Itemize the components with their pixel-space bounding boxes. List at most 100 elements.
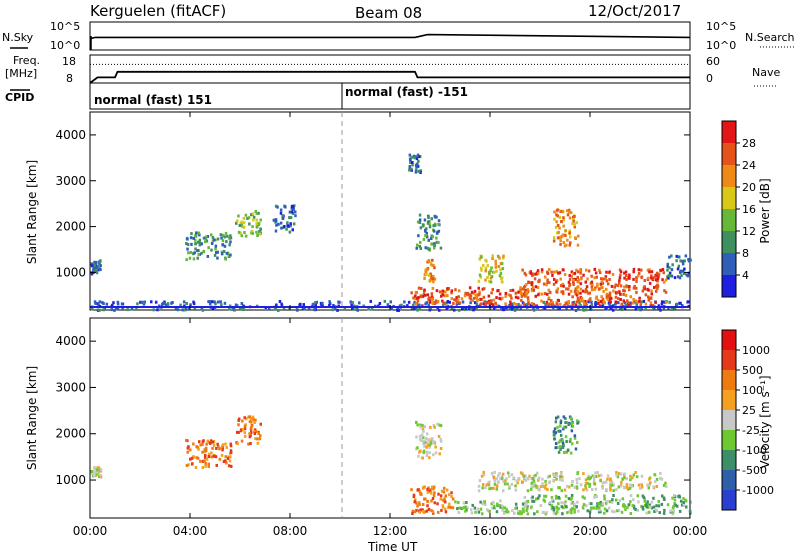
range-cell (426, 490, 430, 494)
range-cell (426, 504, 429, 508)
range-cell (480, 268, 483, 272)
range-cell (307, 307, 311, 310)
range-cell (431, 258, 434, 262)
range-cell (416, 308, 419, 312)
range-cell (540, 299, 543, 303)
range-cell (226, 234, 229, 238)
range-cell (465, 501, 468, 504)
range-cell (610, 284, 614, 288)
range-cell (557, 299, 560, 303)
range-cell (292, 207, 295, 211)
range-cell (501, 267, 505, 271)
range-cell (412, 154, 416, 158)
range-cell (632, 498, 635, 502)
range-cell (511, 288, 515, 292)
range-cell (411, 303, 415, 307)
range-cell (434, 451, 438, 455)
range-cell (640, 275, 644, 279)
range-cell (599, 510, 602, 514)
range-cell (620, 480, 623, 484)
range-cell (538, 488, 541, 492)
range-cell (668, 271, 672, 275)
range-cell (585, 290, 589, 293)
range-cell (549, 501, 552, 504)
range-cell (489, 302, 492, 306)
power-cbar-swatch (722, 275, 736, 297)
range-cell (356, 308, 359, 312)
range-cell (555, 213, 558, 217)
range-cell (427, 216, 430, 219)
range-cell (321, 301, 324, 305)
range-cell (523, 476, 526, 480)
range-cell (201, 308, 205, 312)
range-cell (522, 474, 526, 478)
range-cell (192, 252, 195, 256)
range-cell (419, 295, 423, 299)
range-cell (575, 505, 578, 509)
range-cell (638, 299, 641, 303)
range-cell (277, 309, 280, 312)
range-cell (179, 303, 182, 307)
range-cell (506, 482, 509, 486)
range-cell (587, 300, 590, 304)
range-cell (548, 268, 551, 272)
range-cell (648, 483, 651, 487)
range-cell (488, 509, 491, 513)
range-cell (577, 280, 580, 284)
range-cell (530, 271, 533, 275)
range-cell (430, 509, 433, 513)
range-cell (421, 508, 424, 512)
nave-tick-bottom: 0 (706, 72, 713, 85)
range-cell (414, 294, 417, 298)
range-cell (426, 440, 429, 444)
range-cell (90, 264, 94, 268)
range-cell (411, 161, 414, 164)
range-cell (684, 254, 688, 258)
velocity-cbar-label: Velocity [m s⁻¹] (758, 375, 772, 468)
range-cell (570, 496, 573, 500)
range-cell (494, 301, 497, 305)
range-cell (618, 276, 622, 280)
range-cell (607, 301, 611, 305)
range-cell (491, 270, 495, 274)
x-tick-label: 08:00 (273, 524, 308, 538)
range-cell (571, 424, 575, 428)
nsky-frame (89, 21, 691, 51)
range-cell (660, 302, 664, 306)
range-cell (548, 481, 551, 485)
range-cell (202, 439, 205, 443)
range-cell (586, 509, 589, 513)
range-cell (189, 448, 192, 452)
range-cell (539, 504, 543, 507)
range-cell (637, 307, 640, 311)
range-cell (557, 440, 561, 444)
range-cell (196, 456, 200, 460)
range-cell (210, 451, 213, 455)
range-cell (99, 264, 102, 268)
range-cell (614, 295, 618, 299)
range-cell (583, 302, 586, 306)
range-cell (580, 277, 583, 281)
range-cell (531, 495, 534, 499)
range-cell (568, 229, 571, 233)
range-cell (608, 270, 611, 274)
range-cell (502, 254, 505, 258)
range-cell (679, 499, 683, 503)
range-cell (686, 274, 690, 278)
range-cell (602, 300, 605, 303)
range-cell (96, 470, 99, 474)
range-cell (682, 504, 686, 507)
range-cell (616, 475, 620, 479)
power-data (90, 153, 692, 312)
range-cell (650, 292, 653, 296)
range-cell (397, 309, 400, 312)
range-cell (671, 496, 674, 500)
range-cell (532, 499, 536, 503)
range-cell (498, 256, 501, 260)
range-cell (433, 485, 436, 489)
range-cell (205, 442, 208, 446)
range-cell (442, 301, 446, 305)
range-cell (577, 234, 580, 238)
range-cell (272, 218, 276, 222)
